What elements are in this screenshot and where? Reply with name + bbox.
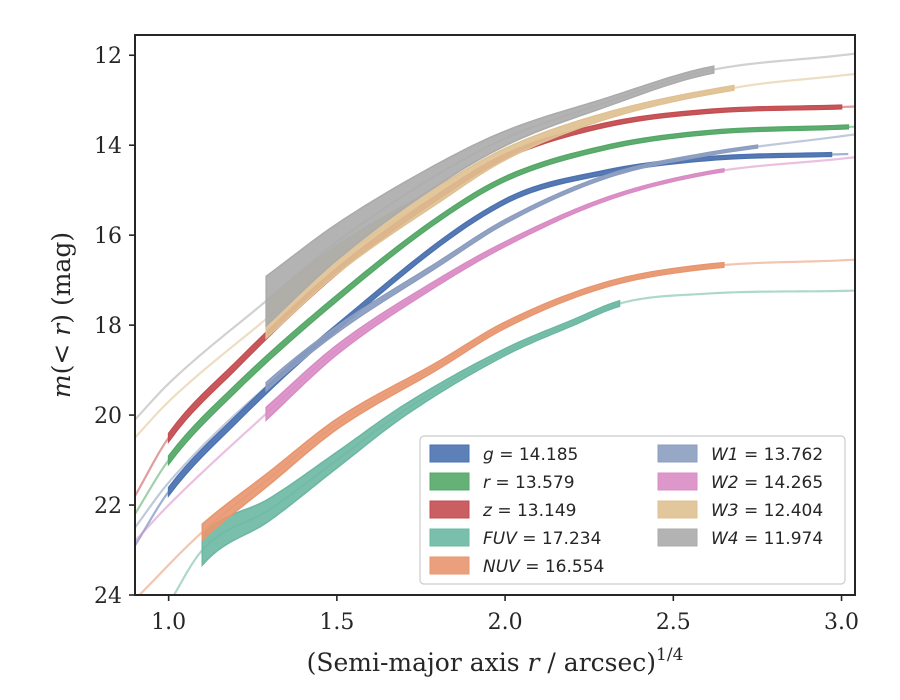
legend-band-value: = 13.579 — [490, 473, 575, 493]
x-axis: 1.0 1.5 2.0 2.5 3.0 — [151, 595, 859, 635]
x-tick-label: 2.0 — [488, 610, 523, 635]
x-label-exponent: 1/4 — [656, 645, 683, 665]
y-tick-label: 12 — [94, 44, 122, 69]
legend-band-value: = 11.974 — [739, 529, 824, 549]
legend-swatch-r — [429, 472, 470, 491]
x-tick-label: 2.5 — [656, 610, 691, 635]
legend-band-name: W1 — [711, 445, 739, 465]
legend-band-value: = 16.554 — [520, 557, 605, 577]
curve-g-band — [167, 151, 833, 498]
x-tick-label: 1.5 — [319, 610, 354, 635]
curve-r-band — [167, 124, 850, 467]
x-axis-label: (Semi-major axis r / arcsec)1/4 — [307, 645, 684, 677]
x-tick-label: 3.0 — [824, 610, 859, 635]
y-label-r: r — [47, 322, 76, 336]
y-label-m: m — [47, 374, 76, 398]
legend-band-name: g — [483, 445, 494, 465]
legend-label-r: r = 13.579 — [483, 473, 575, 493]
legend-label-w2: W2 = 14.265 — [711, 473, 823, 493]
x-label-pre: (Semi-major axis — [307, 648, 528, 677]
legend-swatch-g — [429, 444, 470, 463]
y-label-unit: ) (mag) — [47, 232, 76, 324]
legend-band-name: r — [483, 473, 491, 493]
legend-label-g: g = 14.185 — [483, 445, 578, 465]
legend-band-value: = 12.404 — [739, 501, 824, 521]
curve-fuv-band — [201, 299, 621, 568]
legend-band-name: W3 — [711, 501, 739, 521]
legend-swatch-fuv — [429, 528, 470, 547]
legend-swatch-z — [429, 500, 470, 519]
legend-swatch-nuv — [429, 556, 470, 575]
y-tick-label: 20 — [94, 404, 122, 429]
y-tick-label: 24 — [94, 584, 122, 609]
x-label-r: r — [528, 648, 542, 677]
legend-label-w1: W1 = 13.762 — [711, 445, 823, 465]
legend-label-fuv: FUV = 17.234 — [483, 529, 601, 549]
legend-label-w4: W4 = 11.974 — [711, 529, 823, 549]
legend-swatch-w1 — [657, 444, 698, 463]
y-tick-label: 22 — [94, 494, 122, 519]
legend-box — [419, 435, 846, 585]
y-axis-label: m(< r) (mag) — [47, 232, 76, 398]
legend-band-name: FUV — [483, 529, 518, 549]
measured-bands — [167, 65, 850, 568]
y-tick-label: 14 — [94, 134, 122, 159]
legend-band-name: W4 — [711, 529, 739, 549]
legend-band-value: = 14.185 — [494, 445, 579, 465]
x-tick-label: 1.0 — [151, 610, 186, 635]
legend-swatch-w4 — [657, 528, 698, 547]
curve-w4-band — [265, 65, 715, 328]
legend-band-value: = 14.265 — [739, 473, 824, 493]
curve-nuv-band — [201, 261, 725, 542]
curve-w1-band — [265, 144, 759, 393]
legend-swatch-w2 — [657, 472, 698, 491]
legend-band-name: W2 — [711, 473, 739, 493]
plot-frame — [134, 34, 856, 596]
legend-band-name: NUV — [483, 557, 521, 577]
y-label-paren: (< — [47, 336, 76, 375]
legend-band-value: = 13.762 — [739, 445, 824, 465]
legend-band-value: = 13.149 — [492, 501, 577, 521]
x-label-post: / arcsec) — [539, 648, 656, 677]
legend-label-nuv: NUV = 16.554 — [483, 557, 604, 577]
legend-label-z: z = 13.149 — [482, 501, 576, 521]
y-tick-label: 18 — [94, 314, 122, 339]
plot-area — [135, 52, 855, 595]
y-axis: 12 14 16 18 20 22 24 — [94, 44, 135, 609]
y-tick-label: 16 — [94, 224, 122, 249]
legend-label-w3: W3 = 12.404 — [711, 501, 823, 521]
curve-w2-band — [265, 168, 725, 422]
legend-band-name: z — [482, 501, 493, 521]
legend-band-value: = 17.234 — [517, 529, 602, 549]
legend-swatch-w3 — [657, 500, 698, 519]
